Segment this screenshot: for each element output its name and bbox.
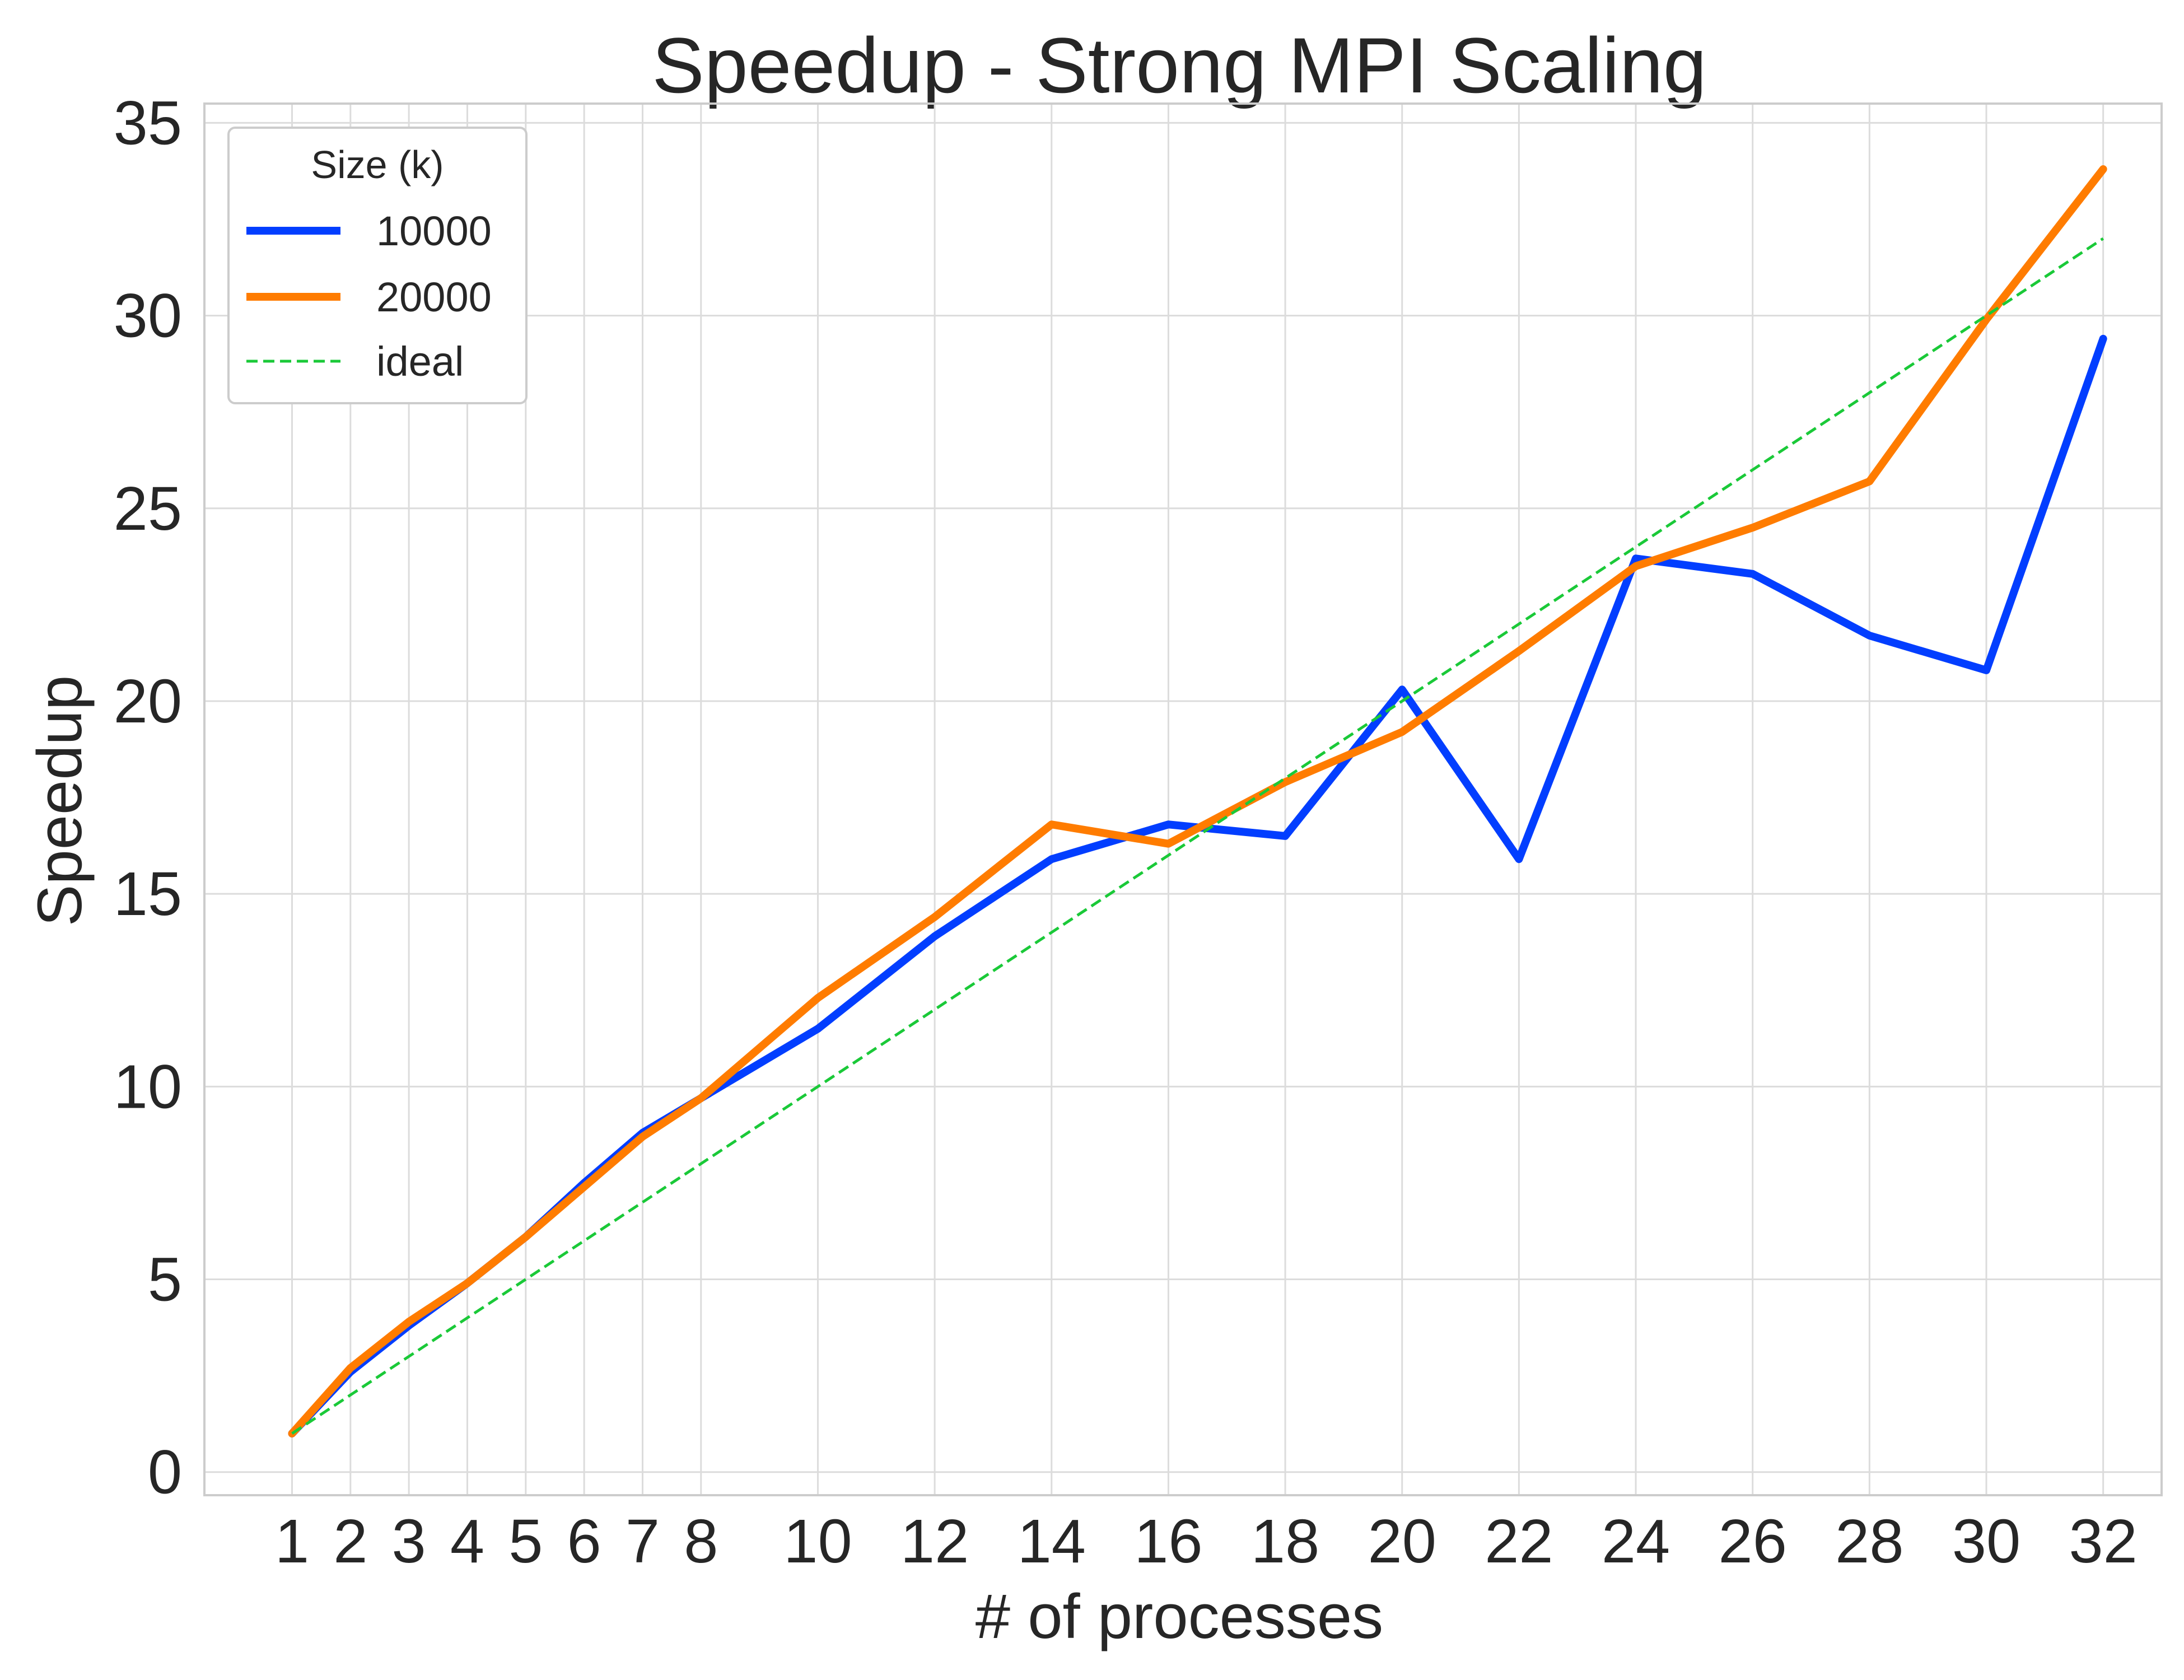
y-tick-label: 15 xyxy=(114,860,182,928)
x-tick-label: 1 xyxy=(275,1507,309,1576)
y-tick-labels: 0 5 10 15 20 25 30 35 xyxy=(114,88,182,1506)
x-tick-label: 28 xyxy=(1835,1507,1903,1576)
x-tick-label: 7 xyxy=(626,1507,660,1576)
y-axis-label: Speedup xyxy=(25,675,95,926)
y-tick-label: 10 xyxy=(114,1052,182,1121)
legend-label-10000: 10000 xyxy=(376,208,492,254)
x-tick-label: 14 xyxy=(1018,1507,1086,1576)
x-tick-label: 8 xyxy=(684,1507,718,1576)
grid-lines xyxy=(204,104,2162,1495)
x-tick-label: 2 xyxy=(333,1507,367,1576)
chart-title: Speedup - Strong MPI Scaling xyxy=(652,21,1706,109)
x-tick-label: 20 xyxy=(1368,1507,1436,1576)
x-tick-label: 32 xyxy=(2069,1507,2137,1576)
y-tick-label: 0 xyxy=(148,1438,182,1507)
y-tick-label: 35 xyxy=(114,88,182,157)
legend-label-ideal: ideal xyxy=(376,338,464,385)
legend-label-20000: 20000 xyxy=(376,274,492,320)
y-tick-label: 25 xyxy=(114,474,182,543)
legend-box xyxy=(227,127,528,404)
x-tick-label: 10 xyxy=(783,1507,852,1576)
x-axis-label: # of processes xyxy=(976,1581,1383,1651)
legend-entries: 10000 20000 ideal xyxy=(246,208,492,385)
x-tick-label: 22 xyxy=(1485,1507,1553,1576)
series-lines xyxy=(288,165,2107,1438)
x-tick-label: 24 xyxy=(1602,1507,1670,1576)
x-tick-labels: 1 2 3 4 5 6 7 8 10 12 14 16 18 20 22 24 26 28 30 32 xyxy=(275,1507,2138,1576)
x-tick-label: 6 xyxy=(567,1507,601,1576)
x-tick-label: 4 xyxy=(450,1507,484,1576)
x-tick-label: 30 xyxy=(1952,1507,2020,1576)
x-tick-label: 12 xyxy=(900,1507,969,1576)
series-line-ideal xyxy=(291,237,2104,1435)
x-tick-label: 16 xyxy=(1134,1507,1202,1576)
y-tick-label: 20 xyxy=(114,667,182,736)
legend-title: Size (k) xyxy=(311,143,444,186)
series-line-20000 xyxy=(288,165,2107,1438)
legend: Size (k) 10000 20000 ideal xyxy=(227,127,528,404)
series-line-10000 xyxy=(288,334,2107,1438)
plot-frame xyxy=(203,102,2163,1496)
x-tick-label: 5 xyxy=(508,1507,543,1576)
y-tick-label: 5 xyxy=(148,1245,182,1314)
x-tick-label: 18 xyxy=(1251,1507,1319,1576)
y-tick-label: 30 xyxy=(114,282,182,351)
x-tick-label: 3 xyxy=(392,1507,426,1576)
x-tick-label: 26 xyxy=(1719,1507,1787,1576)
